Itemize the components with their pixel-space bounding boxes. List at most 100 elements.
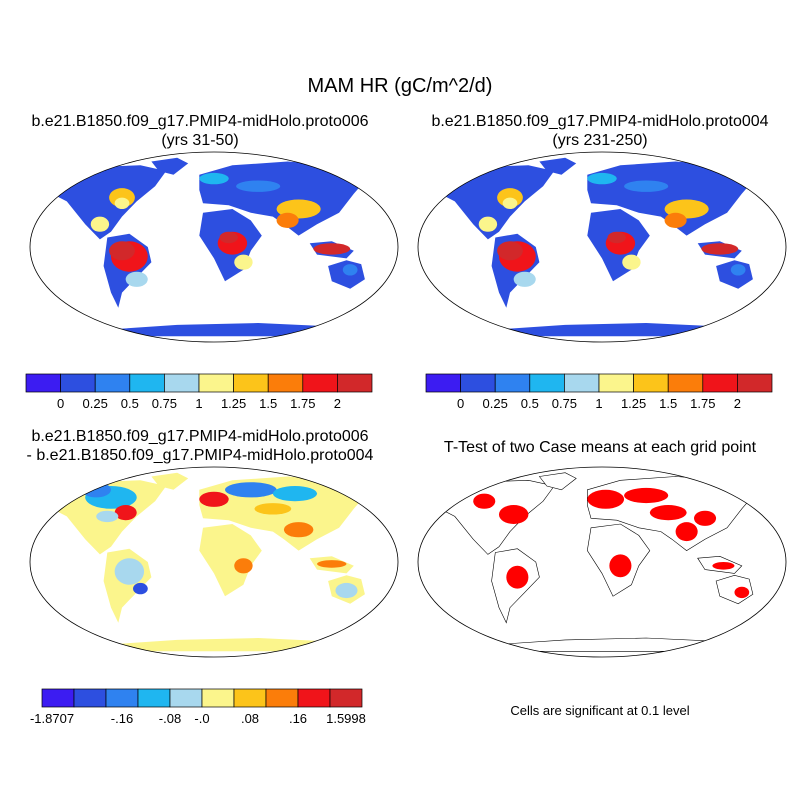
central-africa-core (607, 231, 626, 244)
south-america-negative (133, 582, 148, 595)
east-siberia-negative (272, 486, 318, 502)
south-asia-positive (283, 522, 314, 538)
land-eurasia (199, 161, 369, 236)
colorbar-panel-2-box (564, 373, 600, 393)
panel-4-title-line1: T-Test of two Case means at each grid po… (443, 439, 757, 456)
panel-1-title: b.e21.B1850.f09_g17.PMIP4-midHolo.proto0… (0, 112, 400, 150)
colorbar-panel-2-box (425, 373, 461, 393)
sig-south-america (506, 565, 529, 589)
land-greenland (539, 157, 577, 175)
colorbar-panel-3-box (105, 688, 139, 708)
sahara (206, 531, 244, 547)
east-australia (730, 264, 746, 276)
sig-europe (587, 489, 625, 509)
colorbar-panel-1-box (302, 373, 338, 393)
amazon (114, 558, 145, 585)
panel-4-title: T-Test of two Case means at each grid po… (400, 438, 800, 457)
colorbar-panel-1-tick-label: 1 (195, 396, 202, 411)
colorbar-panel-2-box (667, 373, 704, 393)
colorbar-panel-1-box (60, 373, 96, 393)
colorbar-panel-1-box (129, 373, 165, 393)
indonesia-high (313, 243, 351, 255)
sig-east-australia (734, 586, 750, 599)
colorbar-panel-2-tick-label: 1.75 (690, 396, 715, 411)
colorbar-panel-1-tick-label: 0.25 (83, 396, 108, 411)
south-asia (664, 212, 687, 228)
colorbar-panel-3-tick-label: -.0 (194, 711, 209, 726)
land-greenland (151, 472, 189, 490)
northern-europe (587, 172, 617, 185)
colorbar-panel-3-box (329, 688, 363, 708)
colorbar-panel-2-tick-label: 1.5 (659, 396, 677, 411)
colorbar-panel-3-tick-label: -.08 (159, 711, 181, 726)
east-north-america-yellow (114, 197, 130, 209)
colorbar-panel-3-box (233, 688, 267, 708)
mexico (478, 216, 498, 232)
colorbar-panel-1-box (164, 373, 200, 393)
central-asia-positive (254, 503, 292, 515)
panel-2-title-line2: (yrs 231-250) (552, 132, 648, 149)
land-eurasia (587, 161, 757, 236)
colorbar-panel-2-tick-label: 1 (595, 396, 602, 411)
sig-indonesia (712, 562, 735, 570)
panel-1-title-line1: b.e21.B1850.f09_g17.PMIP4-midHolo.proto0… (31, 113, 369, 130)
colorbar-panel-3-tick-label: -.16 (111, 711, 133, 726)
sig-russia (624, 487, 669, 504)
colorbar-panel-2-tick-label: 0.75 (552, 396, 577, 411)
land-antarctica (70, 638, 354, 652)
western-siberia (624, 180, 669, 192)
panel-2-title-line1: b.e21.B1850.f09_g17.PMIP4-midHolo.proto0… (431, 113, 769, 130)
panel-1-title-line2: (yrs 31-50) (161, 132, 239, 149)
sig-central-asia (649, 504, 687, 521)
land-antarctica (70, 323, 354, 337)
south-asia (276, 212, 299, 228)
australia (335, 582, 358, 599)
colorbar-panel-2-tick-label: 1.25 (621, 396, 646, 411)
colorbar-panel-1-box (267, 373, 304, 393)
figure-title: MAM HR (gC/m^2/d) (307, 75, 493, 97)
panel-3-title-line1: b.e21.B1850.f09_g17.PMIP4-midHolo.proto0… (31, 428, 369, 445)
colorbar-panel-2-tick-label: 2 (734, 396, 741, 411)
colorbar-panel-3-box (201, 688, 235, 708)
sig-india (675, 522, 698, 542)
colorbar-panel-3-box (73, 688, 107, 708)
colorbar-panel-2-box (494, 373, 531, 393)
colorbar-panel-1-box (94, 373, 131, 393)
colorbar-panel-1: 0 0.25 0.5 0.75 1 1.25 1.5 1.75 2 (25, 373, 373, 411)
map-outline-3 (29, 466, 399, 658)
amazon-core (109, 241, 135, 261)
colorbar-panel-1-tick-label: 0.75 (152, 396, 177, 411)
colorbar-panel-1-tick-label: 1.75 (290, 396, 315, 411)
sig-west-north-america (473, 493, 496, 509)
southeast-africa (622, 254, 641, 270)
colorbar-panel-3-tick-label: -1.8707 (30, 711, 74, 726)
southeast-africa (234, 254, 253, 270)
east-australia (342, 264, 358, 276)
colorbar-panel-2-tick-label: 0.5 (521, 396, 539, 411)
significance-note: Cells are significant at 0.1 level (510, 703, 690, 718)
amazon-core (497, 241, 523, 261)
western-siberia (236, 180, 281, 192)
colorbar-panel-2-box (633, 373, 669, 393)
colorbar-panel-2-box (460, 373, 496, 393)
colorbar-panel-2-tick-label: 0.25 (483, 396, 508, 411)
map-outline-2 (417, 151, 787, 343)
siberia-negative (225, 482, 277, 498)
colorbar-panel-3-box (265, 688, 299, 708)
colorbar-panel-1-tick-label: 0 (57, 396, 64, 411)
central-north-america (96, 510, 119, 523)
colorbar-panel-1-tick-label: 0.5 (121, 396, 139, 411)
colorbar-panel-3-box (137, 688, 171, 708)
colorbar-panel-3-tick-label: .16 (289, 711, 307, 726)
colorbar-panel-3: -1.8707 -.16 -.08 -.0 .08 .16 1.5998 (30, 688, 366, 726)
sig-central-africa (609, 554, 632, 578)
colorbar-panel-1-box (198, 373, 234, 393)
mexico (90, 216, 110, 232)
colorbar-panel-1-tick-label: 2 (334, 396, 341, 411)
europe-positive (199, 491, 229, 507)
colorbar-panel-2-box (737, 373, 773, 393)
colorbar-panel-1-box (25, 373, 61, 393)
sig-east-north-america (498, 505, 529, 524)
colorbar-panel-2: 0 0.25 0.5 0.75 1 1.25 1.5 1.75 2 (425, 373, 773, 411)
